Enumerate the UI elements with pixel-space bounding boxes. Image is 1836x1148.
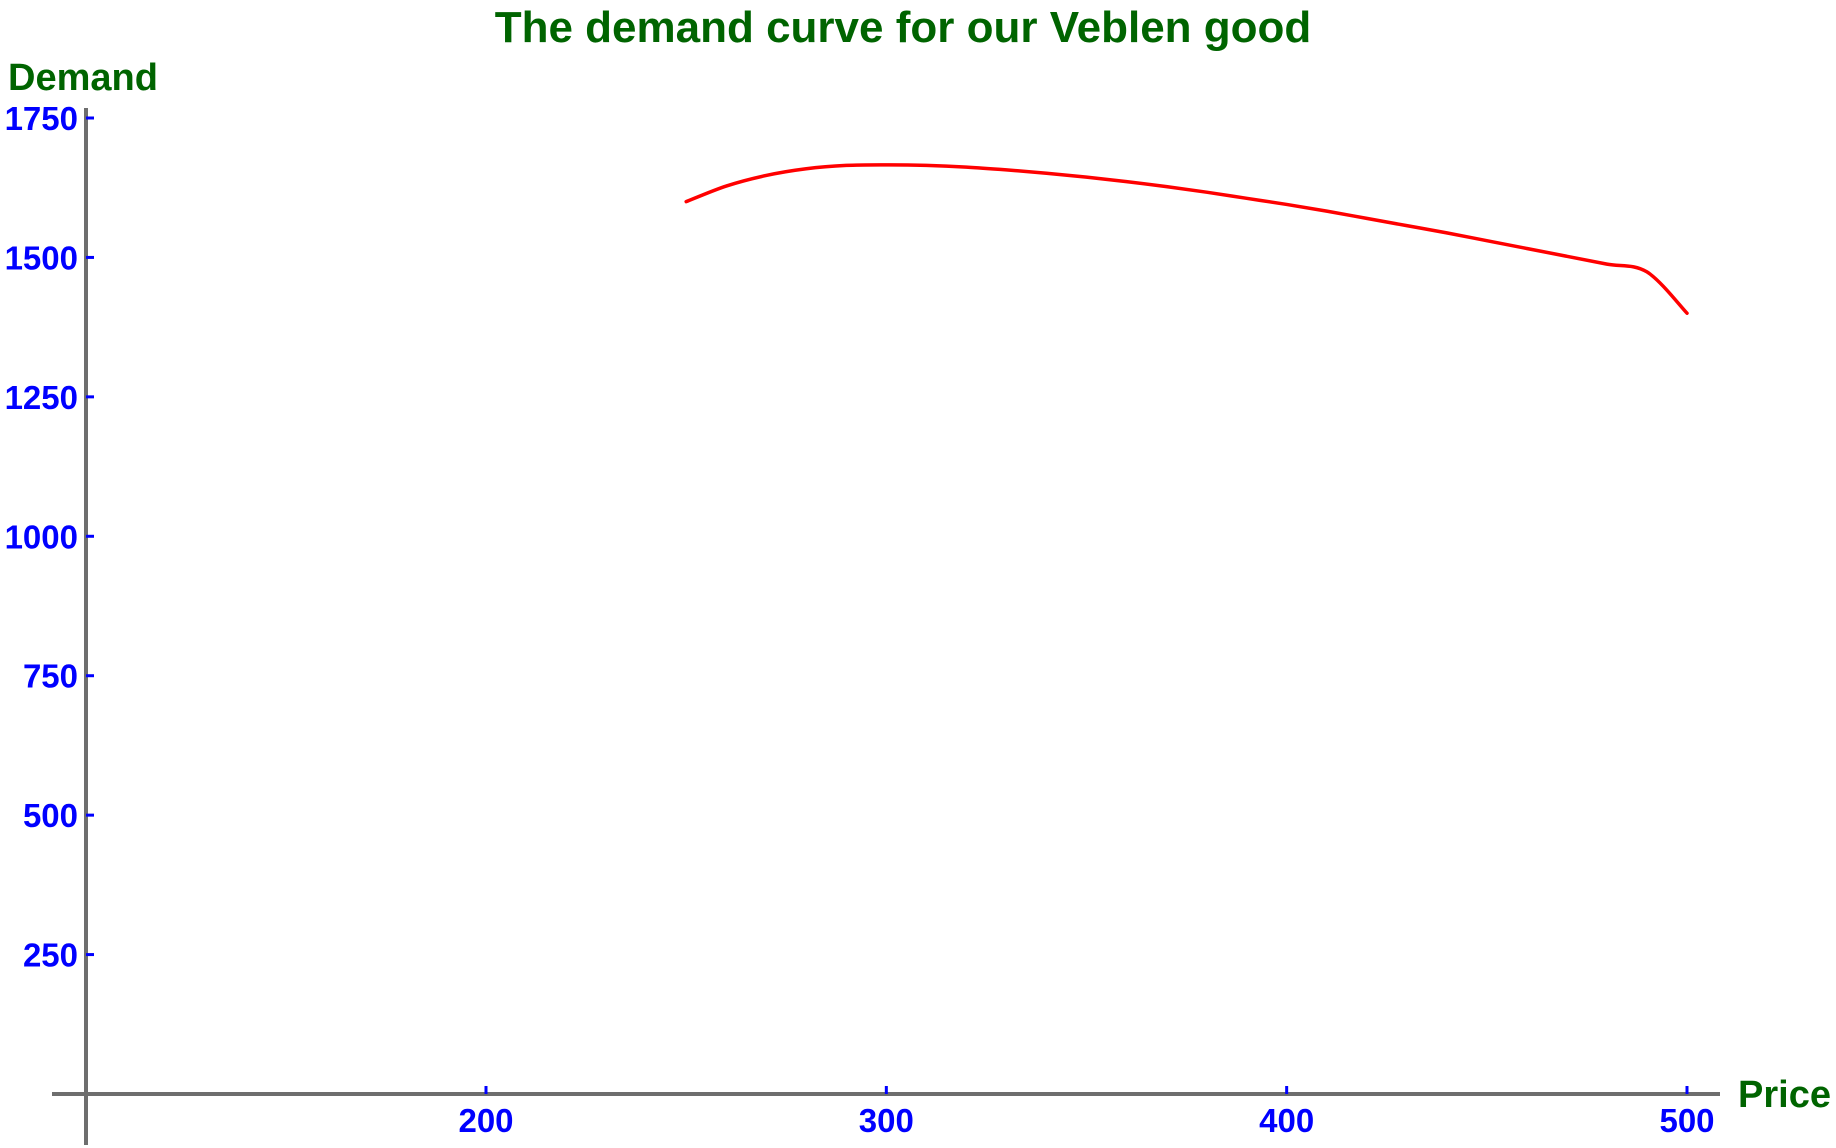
chart-title: The demand curve for our Veblen good bbox=[495, 3, 1312, 52]
x-tick-label: 500 bbox=[1659, 1102, 1714, 1139]
series-layer bbox=[684, 163, 1689, 315]
y-tick-label: 1750 bbox=[5, 100, 78, 137]
demand-curve-line bbox=[684, 163, 1689, 315]
y-axis-ticks: 250 500 750 1000 1250 1500 1750 bbox=[5, 100, 94, 974]
y-tick-label: 250 bbox=[23, 937, 78, 974]
y-tick-label: 1250 bbox=[5, 379, 78, 416]
x-tick-label: 200 bbox=[458, 1102, 513, 1139]
y-tick-label: 1500 bbox=[5, 239, 78, 276]
x-tick-label: 300 bbox=[859, 1102, 914, 1139]
x-axis-ticks: 200 300 400 500 bbox=[458, 1086, 1715, 1139]
x-tick-label: 400 bbox=[1259, 1102, 1314, 1139]
y-tick-label: 500 bbox=[23, 797, 78, 834]
y-tick-label: 750 bbox=[23, 658, 78, 695]
y-tick-label: 1000 bbox=[5, 518, 78, 555]
y-axis-label: Demand bbox=[8, 57, 158, 99]
x-axis-label: Price bbox=[1738, 1074, 1831, 1116]
